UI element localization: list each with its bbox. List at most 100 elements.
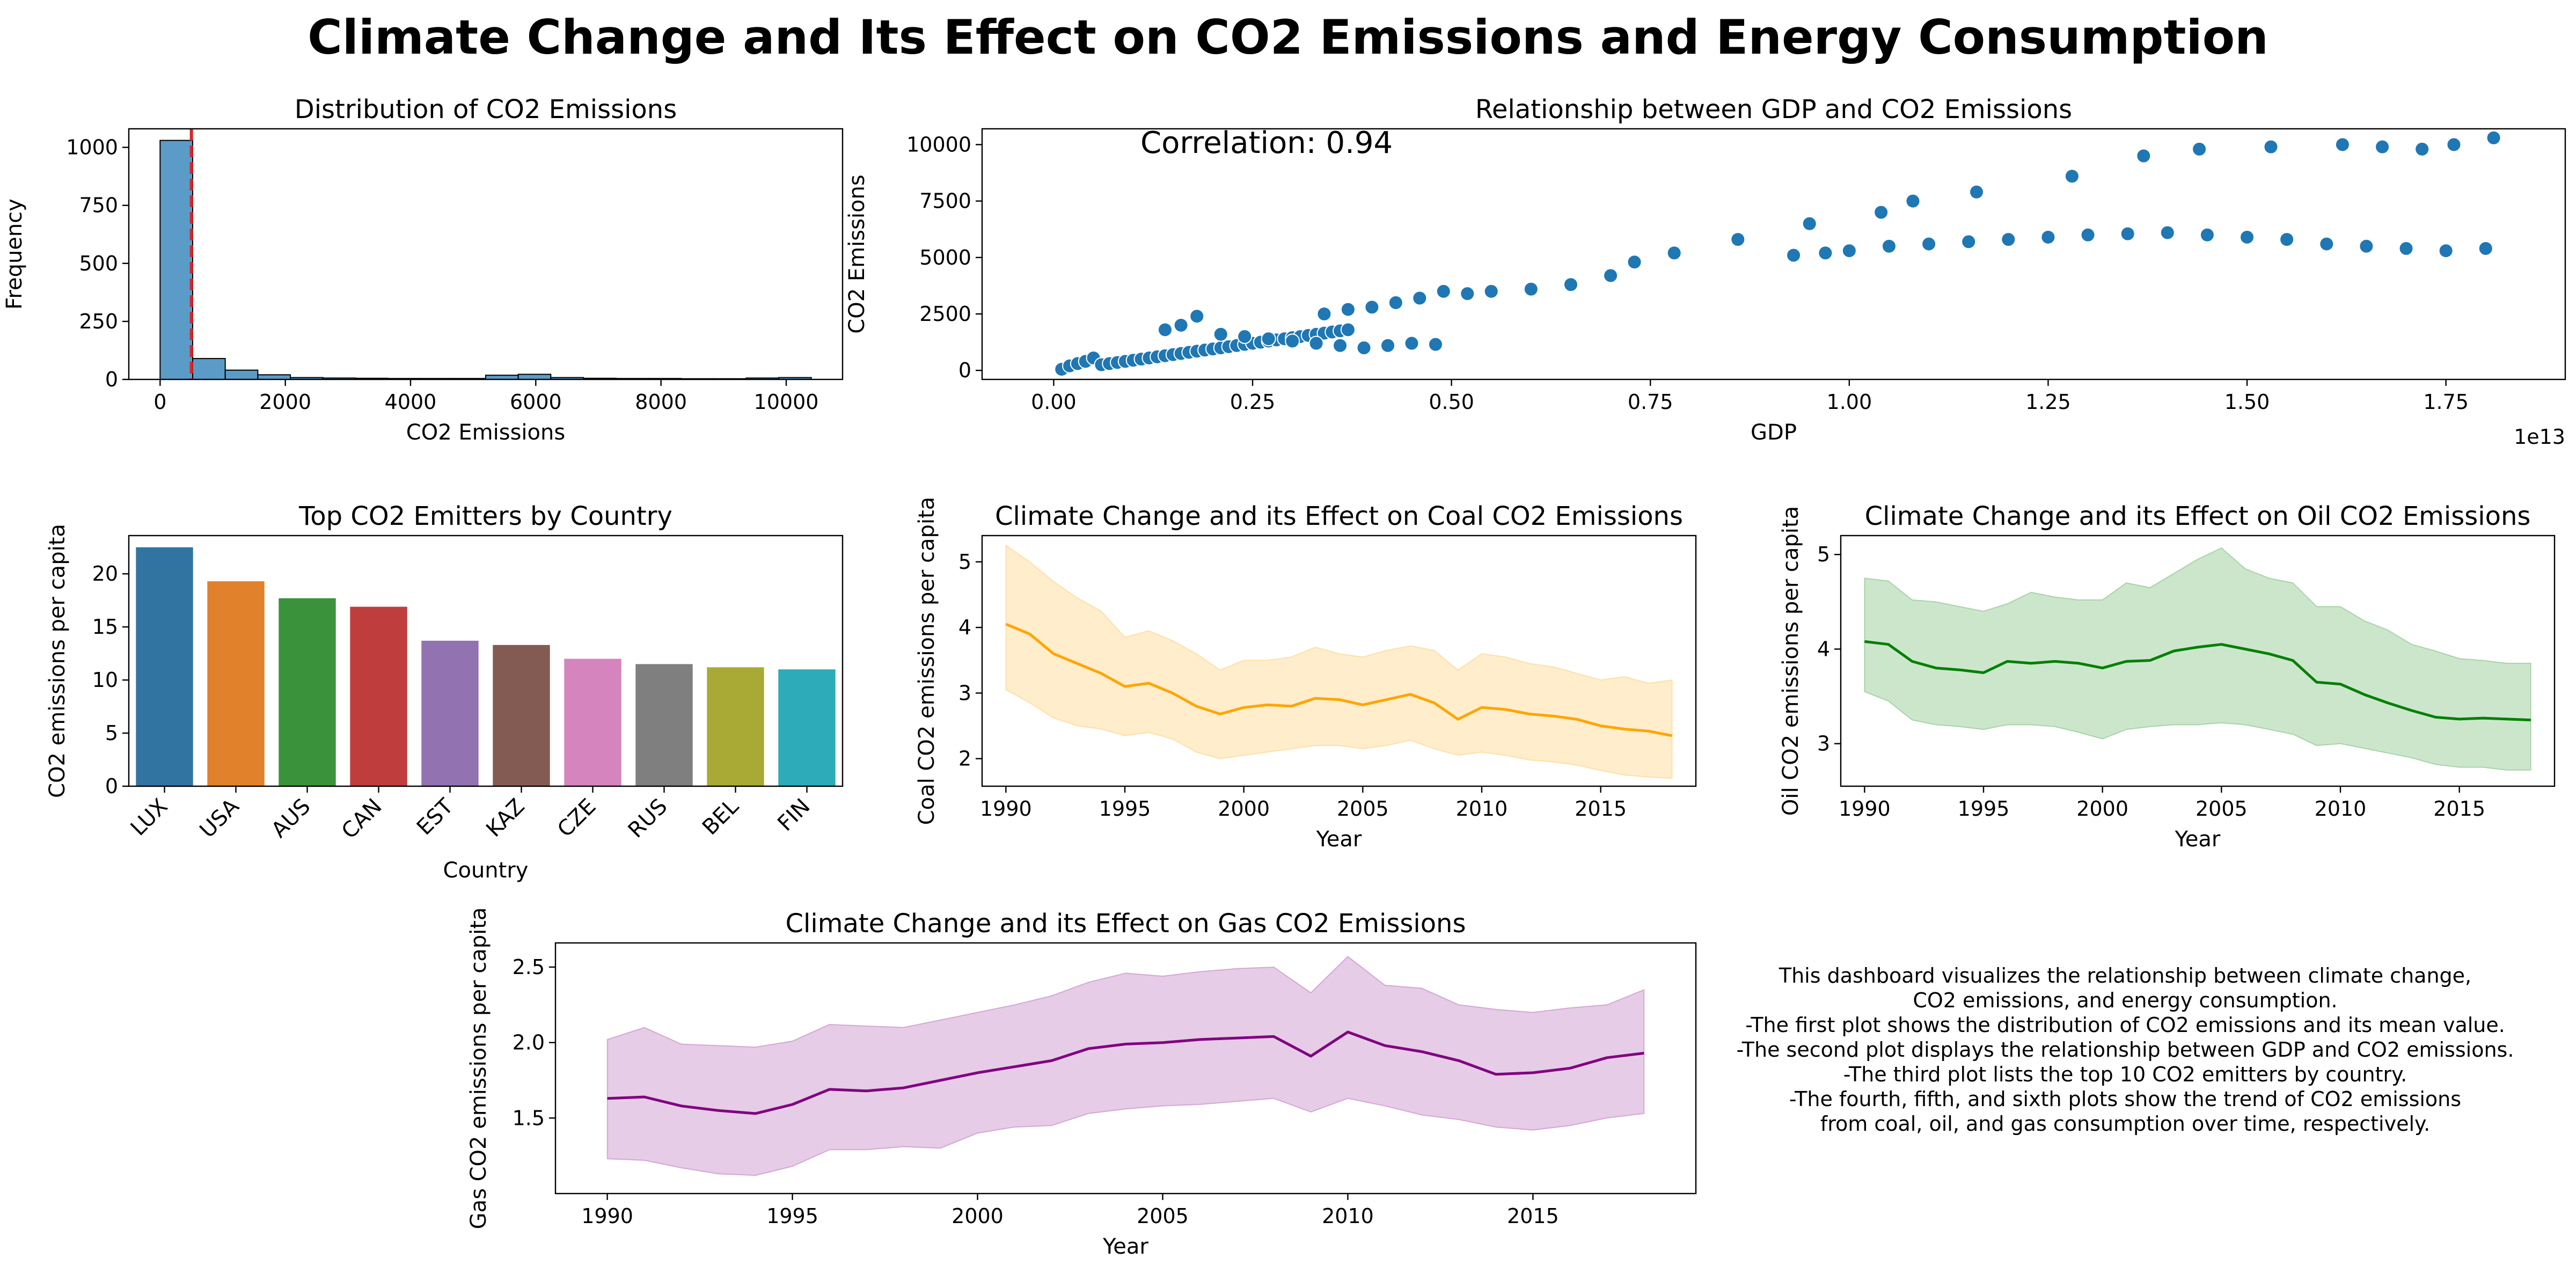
scatter-point	[1364, 299, 1380, 315]
bar-can	[350, 606, 407, 786]
coal-xtick-label: 2000	[1218, 797, 1270, 821]
scatter-point	[2064, 169, 2080, 184]
scatter-point	[1436, 283, 1451, 299]
description-line: -The third plot lists the top 10 CO2 emi…	[1843, 1063, 2407, 1086]
scatter-point	[1730, 232, 1746, 247]
dashboard-description: This dashboard visualizes the relationsh…	[1707, 963, 2544, 1136]
bar-bel	[707, 667, 764, 786]
hist-bar	[224, 369, 259, 380]
scatter-point	[1881, 238, 1897, 254]
coal-xtick-label: 2015	[1575, 797, 1627, 821]
scatter-point	[1921, 236, 1937, 252]
hist-ytick-label: 500	[79, 252, 118, 275]
scatter-xtick-label: 0.25	[1230, 390, 1276, 414]
bar-chart: LUX USA AUS CAN EST KAZ CZE RUS BEL FIN 0 5 10 15 20 To…	[45, 501, 844, 883]
bars-xtick-label: RUS	[624, 794, 672, 843]
scatter-point	[1213, 326, 1228, 342]
scatter-xlabel: GDP	[1751, 420, 1797, 445]
hist-bar	[257, 374, 291, 380]
scatter-point	[1841, 243, 1857, 259]
scatter-point	[1261, 331, 1276, 347]
scatter-point	[1460, 286, 1475, 302]
oil-xtick-label: 1990	[1839, 797, 1891, 821]
bars-xtick-label: CZE	[553, 794, 601, 843]
oil-frame	[1840, 535, 2556, 787]
scatter-xtick-label: 0.00	[1031, 390, 1077, 414]
scatter-xtick-label: 1.00	[1827, 390, 1872, 414]
oil-line-chart: 1990 1995 2000 2005 2010 2015 3 4 5 Climate Chang…	[1779, 501, 2556, 852]
coal-ylabel: Coal CO2 emissions per capita	[914, 497, 939, 825]
charts-layer: 0 2000 4000 6000 8000 1000002505007501000Dist…	[2, 94, 2566, 1259]
scatter-point	[1786, 247, 1802, 263]
bar-rus	[635, 664, 693, 786]
scatter-point	[1388, 295, 1403, 310]
scatter-point	[2199, 227, 2215, 243]
scatter-point	[1308, 335, 1324, 351]
oil-ytick-label: 5	[1817, 543, 1830, 566]
gas-xtick-label: 2015	[1507, 1204, 1559, 1228]
bars-xtick-label: LUX	[126, 794, 173, 841]
bars-ytick-label: 5	[105, 721, 118, 745]
oil-series-line	[1864, 640, 2531, 722]
scatter-point	[1603, 268, 1619, 283]
hist-xlabel: CO2 Emissions	[406, 420, 565, 445]
scatter-chart: 0.00 0.25 0.50 0.75 1.00 1.25 1.50 1.75 0 2500 500…	[845, 94, 2566, 449]
scatter-point	[2240, 229, 2255, 245]
gas-line-chart: 1990 1995 2000 2005 2010 2015 1.5 2.0 2.5 Climate…	[466, 908, 1697, 1259]
bars-xtick-label: BEL	[698, 794, 744, 840]
bars-ytick-label: 20	[92, 562, 118, 586]
bars-frame	[128, 535, 844, 787]
description-line: -The second plot displays the relationsh…	[1736, 1038, 2514, 1062]
scatter-point	[1627, 254, 1642, 270]
coal-confidence-band	[1005, 544, 1673, 779]
scatter-xtick-label: 0.75	[1628, 390, 1673, 414]
scatter-ytick-label: 0	[958, 358, 971, 382]
scatter-xtick-label: 1.75	[2423, 390, 2469, 414]
coal-xtick-label: 1990	[980, 797, 1032, 821]
oil-ytick-label: 4	[1817, 637, 1830, 661]
scatter-point	[1412, 290, 1428, 306]
scatter-point	[2375, 139, 2390, 155]
hist-xtick-label: 8000	[635, 390, 687, 414]
scatter-point	[1523, 281, 1539, 297]
oil-ylabel: Oil CO2 emissions per capita	[1779, 506, 1803, 816]
xaxis-offset-label: 1e13	[2514, 425, 2565, 449]
hist-bar	[192, 358, 226, 380]
bar-lux	[136, 547, 193, 786]
scatter-point	[2438, 243, 2454, 259]
scatter-point	[1874, 204, 1889, 220]
scatter-point	[2001, 232, 2016, 247]
scatter-ylabel: CO2 Emissions	[845, 174, 869, 333]
hist-title: Distribution of CO2 Emissions	[295, 94, 677, 125]
scatter-point	[1157, 322, 1173, 338]
scatter-point	[2414, 141, 2430, 157]
bars-ytick-label: 0	[105, 774, 118, 798]
bars-xlabel: Country	[443, 858, 529, 883]
gas-ytick-label: 2.5	[513, 955, 545, 979]
gas-xtick-label: 1990	[581, 1204, 633, 1228]
hist-xtick-label: 4000	[385, 390, 437, 414]
scatter-point	[1380, 338, 1396, 353]
bars-xtick-label: CAN	[337, 794, 387, 844]
hist-ylabel: Frequency	[2, 199, 27, 310]
oil-xlabel: Year	[2175, 827, 2221, 852]
gas-xtick-label: 2005	[1137, 1204, 1189, 1228]
scatter-point	[2398, 240, 2414, 256]
scatter-point	[2136, 148, 2151, 164]
gas-title: Climate Change and its Effect on Gas CO2…	[786, 909, 1466, 939]
description-line: CO2 emissions, and energy consumption.	[1913, 989, 2338, 1012]
hist-xtick-label: 10000	[754, 390, 819, 414]
scatter-point	[1189, 309, 1205, 324]
bar-usa	[207, 581, 265, 786]
coal-ytick-label: 3	[958, 681, 971, 705]
hist-xtick-label: 0	[153, 390, 166, 414]
bars-title: Top CO2 Emitters by Country	[298, 501, 672, 531]
scatter-frame	[981, 128, 2566, 380]
scatter-xtick-label: 1.25	[2025, 390, 2071, 414]
oil-title: Climate Change and its Effect on Oil CO2…	[1865, 501, 2531, 531]
hist-ytick-label: 1000	[66, 136, 118, 159]
coal-frame	[981, 535, 1697, 787]
scatter-point	[2040, 229, 2056, 245]
hist-bar	[159, 140, 194, 380]
gas-series-line	[607, 1030, 1644, 1115]
